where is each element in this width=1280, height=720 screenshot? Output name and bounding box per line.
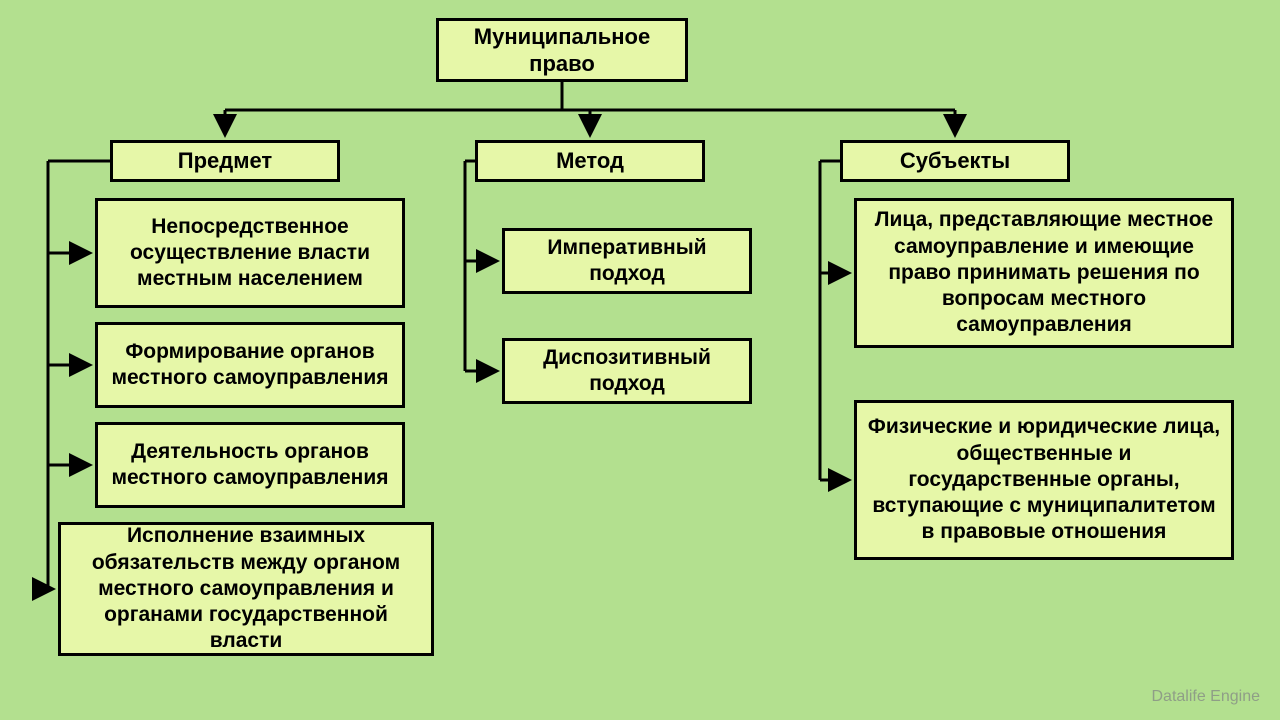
- node-c3_1: Лица, представляющие местное самоуправле…: [854, 198, 1234, 348]
- node-c2_2: Диспозитивный подход: [502, 338, 752, 404]
- node-c1_1: Непосредственное осуществление власти ме…: [95, 198, 405, 308]
- node-root: Муниципальное право: [436, 18, 688, 82]
- node-c1_2: Формирование органов местного самоуправл…: [95, 322, 405, 408]
- watermark: Datalife Engine: [1151, 688, 1260, 706]
- node-col3h: Субъекты: [840, 140, 1070, 182]
- node-c3_2: Физические и юридические лица, обществен…: [854, 400, 1234, 560]
- node-col2h: Метод: [475, 140, 705, 182]
- node-c2_1: Императивный подход: [502, 228, 752, 294]
- node-c1_3: Деятельность органов местного самоуправл…: [95, 422, 405, 508]
- node-col1h: Предмет: [110, 140, 340, 182]
- node-c1_4: Исполнение взаимных обязательств между о…: [58, 522, 434, 656]
